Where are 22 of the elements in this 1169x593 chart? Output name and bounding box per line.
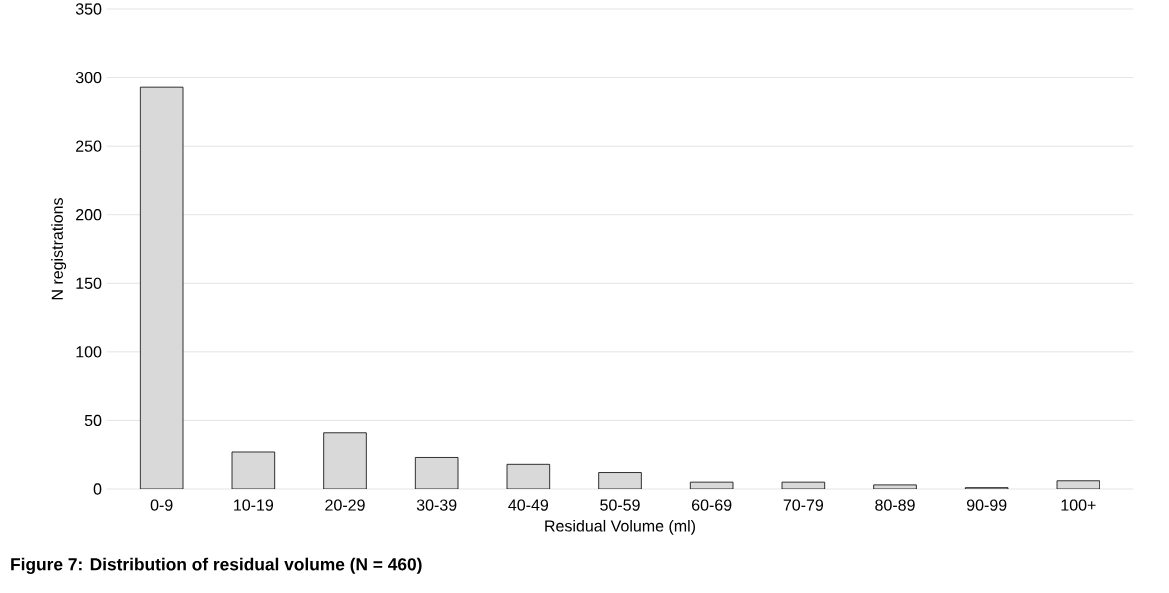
y-axis-title: N registrations bbox=[51, 198, 67, 300]
x-tick-label: 0-9 bbox=[150, 499, 173, 511]
x-tick-label: 40-49 bbox=[508, 499, 549, 511]
x-tick-label: 90-99 bbox=[966, 499, 1007, 511]
x-axis-title: Residual Volume (ml) bbox=[545, 519, 695, 535]
x-tick-label: 30-39 bbox=[416, 499, 457, 511]
x-tick-label: 60-69 bbox=[692, 499, 732, 511]
y-tick-label: 300 bbox=[75, 71, 102, 84]
y-tick-label: 250 bbox=[76, 140, 102, 152]
x-tick-label: 80-89 bbox=[875, 499, 915, 511]
y-tick-label: 200 bbox=[76, 209, 102, 221]
y-tick-label: 100 bbox=[76, 346, 102, 358]
y-tick-label: 50 bbox=[84, 414, 102, 427]
y-tick-label: 150 bbox=[76, 277, 102, 289]
x-tick-label: 100+ bbox=[1061, 499, 1096, 511]
x-tick-label: 10-19 bbox=[234, 499, 274, 511]
x-tick-label: 50-59 bbox=[600, 499, 640, 511]
y-tick-label: 0 bbox=[93, 483, 102, 495]
x-tick-label: 20-29 bbox=[325, 499, 365, 511]
x-tick-label: 70-79 bbox=[783, 499, 824, 511]
caption: Figure 7: Distribution of residual volume (N = 460) bbox=[11, 557, 422, 574]
y-tick-label: 350 bbox=[75, 3, 102, 15]
